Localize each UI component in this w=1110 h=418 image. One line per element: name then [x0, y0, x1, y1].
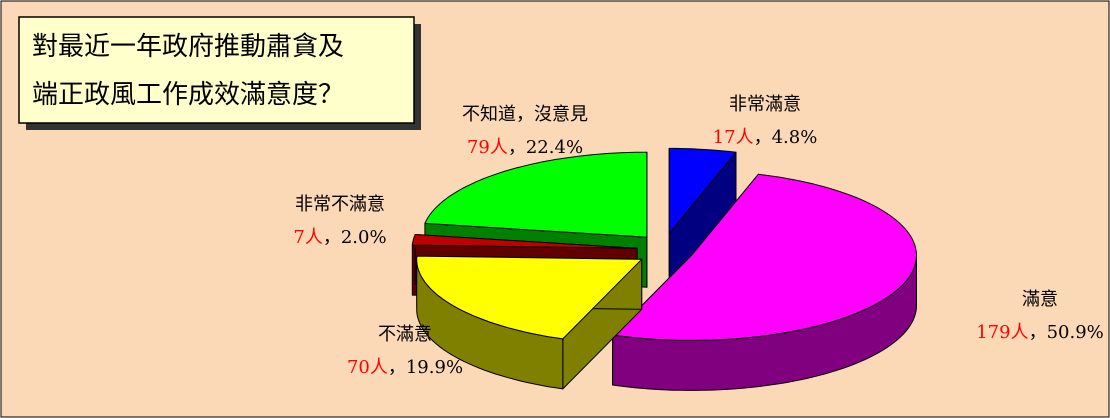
- slice-top: [424, 151, 648, 238]
- slice-label: 不知道，沒意見: [462, 104, 588, 125]
- slice-top: [416, 255, 643, 340]
- slice-value-label: 7人，2.0%: [293, 227, 386, 248]
- percent-label: 22.4%: [526, 137, 583, 158]
- percent-label: 4.8%: [772, 127, 818, 148]
- separator: ，: [754, 127, 772, 148]
- slice-label: 滿意: [1022, 289, 1058, 310]
- slice-label: 不滿意: [378, 324, 432, 345]
- pie: [411, 147, 917, 391]
- separator: ，: [508, 137, 526, 158]
- slice-value-label: 17人，4.8%: [713, 127, 818, 148]
- title-box: [18, 16, 415, 124]
- count-label: 179人: [976, 322, 1028, 343]
- chart-title: 對最近一年政府推動肅貪及: [32, 32, 344, 62]
- separator: ，: [323, 227, 341, 248]
- slice-top: [668, 147, 737, 234]
- slice-label: 非常不滿意: [295, 194, 385, 215]
- percent-label: 19.9%: [406, 357, 463, 378]
- slice-value-label: 79人，22.4%: [467, 137, 583, 158]
- slice-top: [411, 234, 638, 249]
- separator: ，: [1029, 322, 1047, 343]
- slice-top: [612, 173, 917, 341]
- count-label: 17人: [713, 127, 754, 148]
- separator: ，: [388, 357, 406, 378]
- slice-label: 非常滿意: [729, 94, 801, 115]
- percent-label: 50.9%: [1047, 322, 1104, 343]
- slice-value-label: 70人，19.9%: [347, 357, 463, 378]
- count-label: 79人: [467, 137, 508, 158]
- count-label: 7人: [293, 227, 322, 248]
- slice-value-label: 179人，50.9%: [976, 322, 1104, 343]
- chart-title: 端正政風工作成效滿意度？: [32, 80, 344, 110]
- count-label: 70人: [347, 357, 388, 378]
- percent-label: 2.0%: [341, 227, 387, 248]
- labels: 非常滿意17人，4.8%滿意179人，50.9%不滿意70人，19.9%非常不滿…: [293, 94, 1103, 378]
